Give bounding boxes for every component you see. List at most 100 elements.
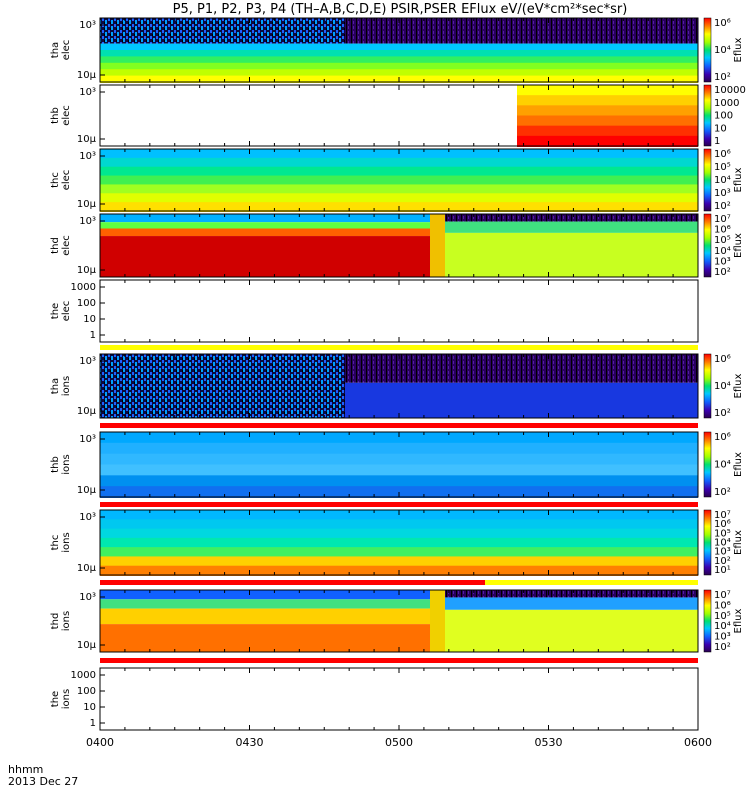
y-axis-label-species: elec xyxy=(61,170,72,191)
y-axis-label-probe: thd xyxy=(50,613,61,630)
y-tick-label: 10µ xyxy=(77,406,97,417)
y-axis-label: thdions xyxy=(50,611,72,631)
spectrogram-band xyxy=(100,453,698,466)
y-axis-label: thcelec xyxy=(50,170,72,191)
colorbar-tick-label: 10⁴ xyxy=(714,381,731,392)
colorbar-tick-label: 10⁷ xyxy=(714,510,731,521)
colorbar-tick-label: 10⁵ xyxy=(714,611,731,622)
colorbar-tick-label: 10⁴ xyxy=(714,45,731,56)
colorbar-tick-label: 10⁴ xyxy=(714,246,731,257)
y-axis-label-species: elec xyxy=(61,235,72,256)
spectrogram-band xyxy=(100,537,698,549)
y-tick-label: 10³ xyxy=(79,20,96,31)
colorbar-tick-label: 10¹ xyxy=(714,565,731,576)
y-axis-label-probe: thc xyxy=(50,172,61,188)
spectrogram-band xyxy=(430,214,445,277)
y-axis-label-species: ions xyxy=(61,454,72,474)
x-axis-units: hhmm xyxy=(8,763,43,776)
spectrogram-band xyxy=(100,624,430,652)
spectrogram-band xyxy=(100,62,698,71)
colorbar-tick-label: 10⁵ xyxy=(714,528,731,539)
colorbar-tick-label: 10³ xyxy=(714,256,731,267)
y-axis-label-probe: thb xyxy=(50,107,61,124)
spectrogram-region xyxy=(345,18,698,44)
spectrogram-band xyxy=(517,85,698,97)
colorbar-tick-label: 10⁶ xyxy=(714,225,731,236)
y-axis-label-species: ions xyxy=(61,376,72,396)
y-tick-label: 10³ xyxy=(79,356,96,367)
y-axis-label-probe: tha xyxy=(50,42,61,58)
spectrogram-band xyxy=(100,69,698,77)
spectrogram-band xyxy=(100,43,698,51)
y-tick-label: 10µ xyxy=(77,199,97,210)
y-axis-label: theelec xyxy=(50,301,72,322)
y-tick-label: 10µ xyxy=(77,563,97,574)
panel-the-ions: theions 1000 100 10 1 xyxy=(50,667,699,731)
y-tick-label: 10³ xyxy=(79,434,96,445)
colorbar-tick-label: 10⁵ xyxy=(714,162,731,173)
colorbar-tick-label: 10² xyxy=(714,201,731,212)
spectrogram-band xyxy=(445,597,698,610)
spectrogram-band xyxy=(100,519,698,530)
y-axis-label-probe: the xyxy=(50,303,61,319)
spectrogram-band xyxy=(100,236,430,277)
spectrogram-band xyxy=(100,475,698,488)
status-strip xyxy=(100,423,698,428)
spectrogram-band xyxy=(100,175,698,186)
y-tick-label: 100 xyxy=(77,298,96,309)
y-tick-label: 1 xyxy=(90,330,96,341)
y-tick-label: 10³ xyxy=(79,592,96,603)
spectrogram-band xyxy=(445,232,698,277)
colorbar-tick-label: 10³ xyxy=(714,547,731,558)
panel-frame xyxy=(99,667,699,731)
y-axis-label-species: elec xyxy=(61,105,72,126)
spectrogram-band xyxy=(517,135,698,147)
spectrogram-band xyxy=(100,556,698,567)
y-tick-label: 10³ xyxy=(79,87,96,98)
colorbar-tick-label: 10000 xyxy=(714,85,746,96)
colorbar-tick-label: 10⁶ xyxy=(714,600,731,611)
y-axis-label: thdelec xyxy=(50,235,72,256)
colorbar-tick-label: 10⁷ xyxy=(714,590,731,601)
colorbar xyxy=(703,84,712,147)
colorbar-tick-label: 10⁷ xyxy=(714,214,731,225)
spectrogram-band xyxy=(517,105,698,117)
y-tick-label: 100 xyxy=(77,686,96,697)
x-tick-label: 0430 xyxy=(236,736,264,749)
spectrogram-band xyxy=(445,221,698,233)
y-tick-label: 1000 xyxy=(71,670,96,681)
spectrogram-band xyxy=(100,214,430,223)
status-strip xyxy=(100,658,698,663)
spectrogram-band xyxy=(100,166,698,177)
colorbar-label: Eflux xyxy=(733,608,744,633)
colorbar-tick-label: 10⁴ xyxy=(714,460,731,471)
y-axis-label-probe: tha xyxy=(50,378,61,394)
y-tick-label: 10µ xyxy=(77,134,97,145)
colorbar-tick-label: 100 xyxy=(714,111,733,122)
colorbar-tick-label: 10⁴ xyxy=(714,621,731,632)
spectrogram-region xyxy=(445,214,698,222)
colorbar xyxy=(703,353,712,419)
colorbar xyxy=(703,148,712,212)
y-axis-label-probe: thd xyxy=(50,237,61,254)
colorbar xyxy=(703,589,712,653)
y-tick-label: 10 xyxy=(83,702,96,713)
y-axis-label: thaions xyxy=(50,376,72,396)
colorbar-tick-label: 1 xyxy=(714,136,720,147)
colorbar xyxy=(703,213,712,278)
y-axis-label: theions xyxy=(50,689,72,709)
spectrogram-band xyxy=(517,125,698,137)
colorbar-tick-label: 10⁶ xyxy=(714,149,731,160)
panels: thaelec10³10µ10⁶10⁴10²Efluxthbelec10³10µ… xyxy=(50,17,746,731)
colorbar-tick-label: 10⁶ xyxy=(714,18,731,29)
spectrogram-band xyxy=(100,528,698,539)
spectrogram-band xyxy=(100,547,698,558)
figure-title: P5, P1, P2, P3, P4 (TH–A,B,C,D,E) PSIR,P… xyxy=(173,2,628,17)
y-axis-label-probe: the xyxy=(50,691,61,707)
spectrogram-band xyxy=(100,56,698,64)
spectrogram-band xyxy=(100,599,430,609)
colorbar-tick-label: 10² xyxy=(714,556,731,567)
spectrogram-band xyxy=(445,609,698,652)
